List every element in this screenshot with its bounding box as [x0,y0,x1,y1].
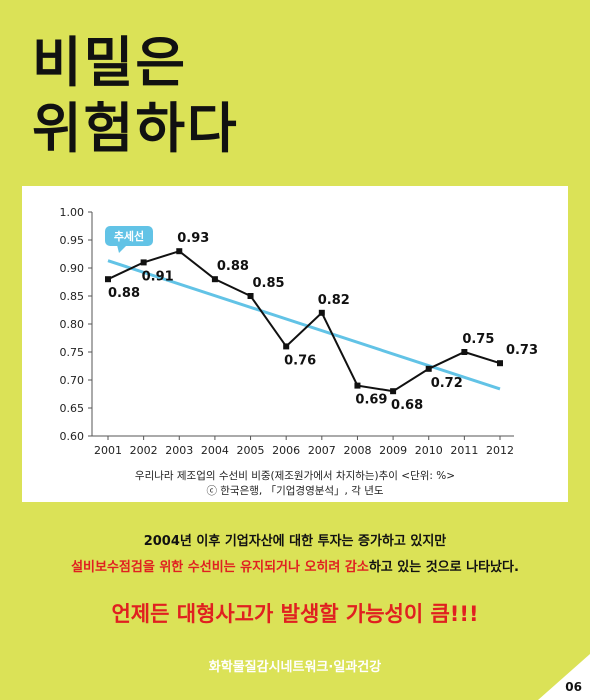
x-tick-label: 2008 [343,444,371,457]
data-point [318,309,325,316]
data-point [140,259,147,266]
trendline-label-pointer [117,245,127,253]
data-label: 0.82 [318,293,350,308]
y-tick-label: 0.60 [60,430,85,443]
data-point [390,388,397,395]
page-number: 06 [565,680,582,694]
data-label: 0.88 [108,286,140,301]
x-tick-label: 2001 [94,444,122,457]
y-tick-label: 0.65 [60,402,85,415]
title-line-1: 비밀은 [32,31,188,94]
y-tick-label: 1.00 [60,206,85,219]
data-label: 0.73 [506,343,538,358]
data-label: 0.75 [462,332,494,347]
title-line-2: 위험하다 [32,97,239,160]
data-point [283,343,290,350]
trendline-label: 추세선 [114,229,144,243]
line-chart: 0.60 0.65 0.70 0.75 0.80 0.85 0.90 0.95 1.00 2001… [60,206,539,457]
chart-caption: 우리나라 제조업의 수선비 비중(제조원가에서 차지하는)추이 <단위: %> [134,470,456,482]
data-point [461,349,468,355]
x-tick-label: 2004 [201,444,229,457]
data-label: 0.93 [177,231,209,246]
x-tick-label: 2012 [486,444,514,457]
x-tick-label: 2010 [415,444,443,457]
x-tick-label: 2005 [237,444,265,457]
y-tick-label: 0.85 [60,290,85,303]
page-title: 비밀은 위험하다 [32,30,239,162]
y-tick-label: 0.75 [60,346,85,359]
body-line-2-rest: 하고 있는 것으로 나타났다. [368,560,519,575]
x-tick-label: 2007 [308,444,336,457]
data-label: 0.91 [142,269,174,284]
y-tick-label: 0.95 [60,234,85,247]
data-label: 0.69 [355,393,387,408]
x-tick-label: 2009 [379,444,407,457]
data-label: 0.76 [284,353,316,368]
data-point [497,360,503,367]
y-tick-label: 0.90 [60,262,85,275]
data-point [247,293,254,299]
data-point [176,248,183,255]
data-label: 0.88 [217,259,249,274]
body-highlight: 설비보수점검을 위한 수선비는 유지되거나 오히려 감소 [71,560,369,575]
data-label: 0.85 [253,276,285,291]
warning-text: 언제든 대형사고가 발생할 가능성이 큼!!! [111,602,479,626]
body-line-2: 설비보수점검을 위한 수선비는 유지되거나 오히려 감소하고 있는 것으로 나타… [0,556,590,575]
x-tick-label: 2011 [450,444,478,457]
y-tick-label: 0.80 [60,318,85,331]
series-line [107,250,501,393]
footer-credit: 화학물질감시네트워크·일과건강 [208,660,382,675]
data-point [211,276,218,283]
data-label: 0.68 [391,398,423,413]
x-tick-label: 2003 [165,444,193,457]
x-tick-label: 2002 [130,444,158,457]
x-tick-label: 2006 [272,444,300,457]
y-tick-label: 0.70 [60,374,85,387]
trendline-label-box [105,226,153,246]
data-point [105,276,111,283]
trendline [107,259,501,391]
chart-card: 0.60 0.65 0.70 0.75 0.80 0.85 0.90 0.95 1.00 2001… [22,186,568,502]
body-line-1: 2004년 이후 기업자산에 대한 투자는 증가하고 있지만 [143,534,447,549]
data-label: 0.72 [431,376,463,391]
chart-source: ⓒ 한국은행, 「기업경영분석」, 각 년도 [206,485,384,497]
data-point [354,382,361,389]
data-point [425,365,432,372]
